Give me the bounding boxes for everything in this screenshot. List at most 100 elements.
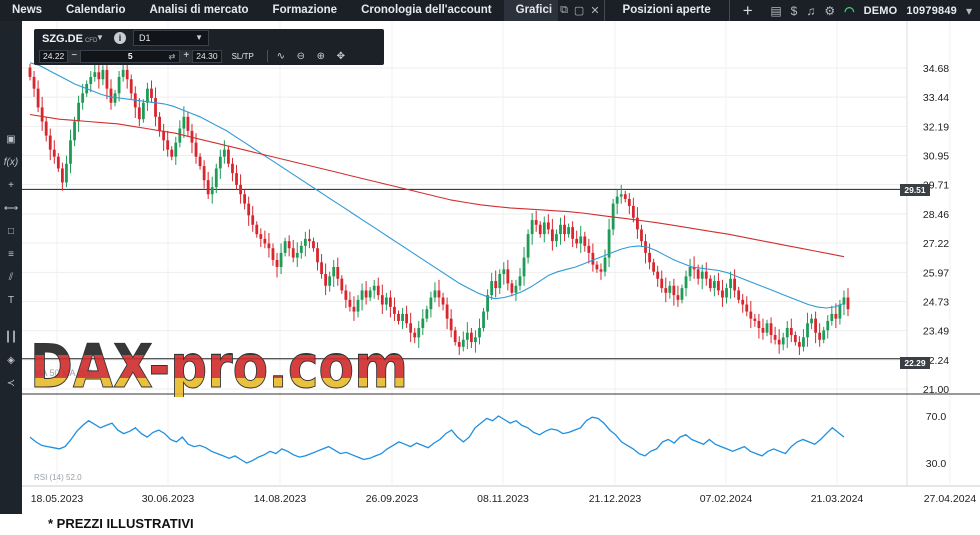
crosshair-icon[interactable]: +	[8, 180, 14, 191]
chart-type-icon[interactable]: ▣	[6, 134, 16, 145]
candle-body	[206, 180, 210, 195]
move-icon[interactable]: ✥	[336, 50, 345, 62]
x-tick-label: 08.11.2023	[477, 493, 529, 505]
info-icon[interactable]: i	[114, 32, 126, 44]
candle-body	[312, 241, 315, 249]
candle-body	[587, 245, 591, 253]
layers-icon[interactable]: ◈	[7, 355, 15, 366]
close-tab-icon[interactable]: ✕	[590, 5, 600, 17]
candle-body	[364, 290, 368, 298]
candle-body	[619, 194, 623, 197]
candle-body	[494, 281, 498, 289]
bid-price[interactable]: 24.22	[39, 49, 69, 63]
candle-body	[474, 337, 477, 343]
candle-body	[397, 313, 400, 321]
resistance-price-tag: 29.51	[900, 184, 930, 196]
share-icon[interactable]: ≺	[6, 378, 16, 389]
rsi-tick-label: 30.0	[926, 458, 947, 470]
rectangle-tool-icon[interactable]: □	[7, 226, 15, 237]
nav-news[interactable]: News	[12, 4, 43, 16]
candle-body	[785, 327, 789, 338]
candle-body	[73, 121, 76, 141]
channel-icon[interactable]: ⫽	[8, 272, 14, 283]
nav-analisi-di-mercato[interactable]: Analisi di mercato	[149, 4, 249, 16]
candle-body	[761, 327, 765, 333]
candle-body	[287, 241, 291, 249]
candle-body	[129, 79, 133, 94]
candle-body	[757, 320, 761, 328]
candle-body	[198, 156, 202, 167]
candle-body	[664, 288, 668, 293]
candle-body	[279, 252, 283, 267]
gear-icon[interactable]: ⚙	[824, 3, 836, 18]
nav-formazione[interactable]: Formazione	[272, 4, 338, 16]
price-chart[interactable]: MA 50 MA 200 34.68 33.44 32.19 30.95 29.71 28…	[22, 21, 980, 514]
line-chart-icon[interactable]: ∿	[276, 50, 285, 62]
candle-body	[538, 224, 542, 235]
candle-body	[48, 135, 52, 150]
candle-body	[518, 276, 522, 286]
candle-body	[615, 196, 619, 204]
text-tool-icon[interactable]: T	[7, 295, 15, 306]
candle-body	[405, 313, 409, 324]
y-tick-label: 27.22	[923, 238, 949, 250]
line-tool-icon[interactable]: ⟷	[3, 203, 19, 214]
candle-body	[595, 264, 599, 270]
candle-body	[725, 288, 728, 298]
candle-body	[453, 330, 457, 343]
quantity-input[interactable]: 5 ⇄	[80, 49, 181, 63]
dollar-exchange-icon[interactable]: $	[790, 3, 798, 18]
tab-posizioni-aperte[interactable]: Posizioni aperte	[622, 4, 711, 16]
timeframe-select[interactable]: D1 ▼	[133, 30, 209, 46]
account-mode[interactable]: DEMO	[863, 4, 898, 17]
decrease-quantity-button[interactable]: −	[68, 49, 81, 63]
document-icon[interactable]: ▤	[770, 3, 782, 18]
candle-body	[660, 278, 664, 289]
bell-icon[interactable]: ♫	[806, 3, 816, 18]
zoom-in-icon[interactable]: ⊕	[316, 50, 325, 62]
nav-cronologia-account[interactable]: Cronologia dell'account	[361, 4, 492, 16]
function-icon[interactable]: f(x)	[3, 157, 19, 168]
candle-body	[89, 76, 93, 84]
candle-body	[623, 194, 627, 199]
disclaimer-text: * PREZZI ILLUSTRATIVI	[48, 516, 194, 531]
popout-icon[interactable]: ⧉	[560, 4, 568, 16]
fullscreen-icon[interactable]: ▢	[573, 5, 585, 17]
candles-icon[interactable]: ┃┃	[4, 332, 18, 343]
candle-body	[44, 121, 48, 136]
candle-body	[789, 327, 793, 336]
candle-body	[777, 339, 781, 345]
candle-body	[692, 266, 696, 270]
ask-price[interactable]: 24.30	[192, 49, 222, 63]
add-tab-icon[interactable]: +	[742, 0, 753, 20]
tab-grafici[interactable]: Grafici	[503, 0, 559, 21]
candle-body	[166, 140, 170, 150]
candle-body	[526, 234, 530, 258]
x-tick-label: 30.06.2023	[142, 493, 195, 505]
chevron-down-icon[interactable]: ▾	[965, 3, 972, 18]
tab-divider	[603, 0, 605, 21]
instrument-type: CFD	[84, 38, 98, 44]
y-tick-label: 30.95	[923, 151, 949, 163]
candle-body	[65, 163, 68, 183]
zoom-out-icon[interactable]: ⊖	[296, 50, 305, 62]
tab-divider	[728, 0, 730, 21]
symbol-dropdown-icon[interactable]: ▼	[96, 33, 104, 42]
candle-body	[267, 243, 271, 249]
chart-canvas[interactable]: MA 50 MA 200 34.6833.4432.1930.9529.7128…	[22, 21, 980, 514]
candle-body	[465, 332, 469, 340]
symbol-selector[interactable]: SZG.DE CFD	[42, 33, 97, 45]
increase-quantity-button[interactable]: +	[180, 49, 193, 63]
nav-calendario[interactable]: Calendario	[66, 4, 126, 16]
candle-body	[550, 229, 554, 242]
quantity-value: 5	[127, 50, 133, 61]
candle-body	[368, 290, 372, 298]
candle-body	[174, 142, 178, 157]
sltp-button[interactable]: SL/TP	[231, 51, 254, 61]
candle-body	[150, 88, 153, 99]
account-number[interactable]: 10979849	[906, 4, 957, 17]
candle-body	[712, 281, 716, 289]
fibonacci-icon[interactable]: ≡	[8, 249, 14, 260]
candle-body	[781, 337, 785, 345]
candle-body	[348, 299, 352, 307]
